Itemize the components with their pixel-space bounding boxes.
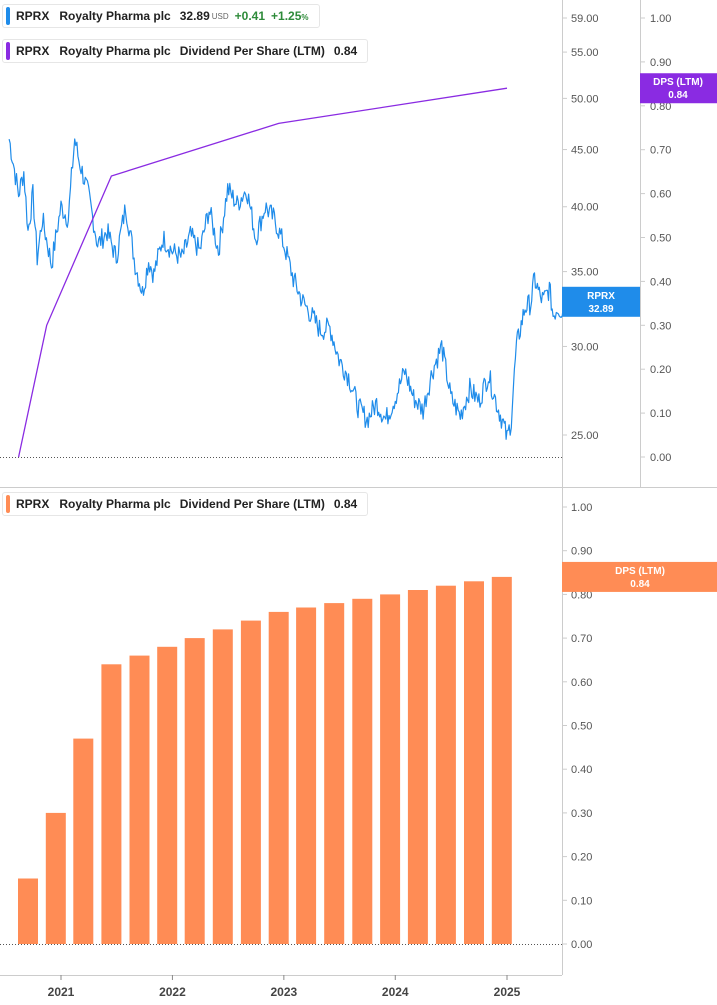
dps-bottom-badge-value: 0.84	[630, 579, 650, 590]
dps-legend-top-value: 0.84	[333, 44, 358, 58]
dps-bar	[380, 594, 401, 944]
bottom-tick-label: 0.30	[571, 808, 592, 820]
price-tick-label: 45.00	[571, 145, 599, 157]
bottom-tick-label: 0.40	[571, 764, 592, 776]
dps-top-tick-label: 0.30	[650, 320, 671, 332]
x-tick-label: 2023	[270, 985, 297, 999]
dps-top-axis-ticks: 0.00 0.10 0.20 0.30 0.40 0.50 0.60 0.70 0.80 0.90…	[640, 13, 671, 464]
price-tick-label: 25.00	[571, 430, 599, 442]
bottom-tick-label: 1.00	[571, 502, 592, 514]
price-legend-change-pct: +1.25%	[271, 9, 309, 23]
dps-legend-top-ticker: RPRX	[16, 44, 50, 58]
dps-top-tick-label: 0.50	[650, 233, 671, 245]
dps-legend-bottom: RPRX Royalty Pharma plc Dividend Per Sha…	[2, 492, 369, 516]
price-legend: RPRX Royalty Pharma plc 32.89 USD +0.41 …	[2, 4, 320, 28]
price-badge-value: 32.89	[588, 304, 613, 315]
dps-line-series	[17, 87, 508, 458]
x-axis-ticks: 2021 2022 2023 2024 2025	[48, 975, 521, 999]
dps-bar	[407, 590, 428, 944]
dps-bar	[296, 607, 317, 944]
dps-top-tick-label: 1.00	[650, 13, 671, 25]
price-legend-price: 32.89	[179, 9, 210, 23]
price-axis-ticks: 25.00 30.00 35.00 40.00 45.00 50.00 55.00 59.00	[562, 13, 599, 442]
dps-bar	[73, 738, 94, 944]
dps-top-tick-label: 0.60	[650, 189, 671, 201]
dps-top-tick-label: 0.20	[650, 364, 671, 376]
dps-bar	[212, 629, 233, 944]
dps-bars	[18, 576, 512, 944]
bottom-axis-ticks: 0.00 0.10 0.20 0.30 0.40 0.50 0.60 0.70 0.80 0.90…	[562, 502, 592, 951]
dps-top-badge: DPS (LTM) 0.84	[640, 73, 717, 104]
price-tick-label: 35.00	[571, 267, 599, 279]
bottom-tick-label: 0.50	[571, 721, 592, 733]
price-legend-currency: USD	[211, 11, 229, 21]
price-badge-bg	[562, 286, 640, 317]
dps-legend-bottom-ticker: RPRX	[16, 497, 50, 511]
dps-top-tick-label: 0.00	[650, 452, 671, 464]
dps-bar	[268, 611, 289, 944]
dps-bottom-badge-label: DPS (LTM)	[615, 566, 665, 577]
price-tick-label: 30.00	[571, 341, 599, 353]
x-tick-label: 2022	[159, 985, 186, 999]
dps-top-tick-label: 0.40	[650, 276, 671, 288]
price-tick-label: 59.00	[571, 13, 599, 25]
dps-legend-bottom-name: Royalty Pharma plc	[59, 497, 171, 511]
dps-legend-bottom-value: 0.84	[333, 497, 358, 511]
bottom-tick-label: 0.10	[571, 895, 592, 907]
bottom-tick-label: 0.80	[571, 589, 592, 601]
dps-legend-bottom-swatch	[6, 495, 10, 513]
x-tick-label: 2024	[382, 985, 409, 999]
dps-legend-bottom-metric: Dividend Per Share (LTM)	[179, 497, 325, 511]
dps-bottom-badge: DPS (LTM) 0.84	[562, 561, 717, 592]
bottom-tick-label: 0.00	[571, 939, 592, 951]
dps-top-tick-label: 0.70	[650, 145, 671, 157]
dps-bar	[435, 585, 456, 944]
price-tick-label: 55.00	[571, 47, 599, 59]
price-line-series	[8, 138, 568, 440]
bottom-tick-label: 0.60	[571, 677, 592, 689]
dps-legend-top-swatch	[6, 42, 10, 60]
dps-top-tick-label: 0.90	[650, 57, 671, 69]
dps-top-badge-value: 0.84	[668, 90, 688, 101]
dps-top-badge-label: DPS (LTM)	[653, 77, 703, 88]
dps-bar	[324, 603, 345, 944]
x-tick-label: 2021	[48, 985, 75, 999]
price-legend-name: Royalty Pharma plc	[59, 9, 171, 23]
price-legend-change: +0.41	[234, 9, 266, 23]
dps-top-badge-bg	[640, 73, 717, 104]
dps-bottom-badge-bg	[562, 561, 717, 592]
dps-bar	[18, 878, 38, 944]
dps-bar	[464, 581, 484, 944]
price-legend-swatch	[6, 7, 10, 25]
dps-bar	[129, 655, 150, 944]
dps-bar	[157, 646, 178, 944]
price-badge-label: RPRX	[587, 291, 615, 302]
bottom-tick-label: 0.70	[571, 633, 592, 645]
dps-bar	[101, 664, 122, 944]
dps-legend-top-name: Royalty Pharma plc	[59, 44, 171, 58]
dps-bar	[491, 576, 512, 944]
dps-top-tick-label: 0.10	[650, 408, 671, 420]
price-legend-ticker: RPRX	[16, 9, 50, 23]
dps-bar	[184, 638, 205, 944]
price-tick-label: 50.00	[571, 93, 599, 105]
dps-bar	[240, 620, 261, 944]
dps-legend-top: RPRX Royalty Pharma plc Dividend Per Sha…	[2, 39, 369, 63]
dps-top-tick-label: 0.80	[650, 101, 671, 113]
dps-bar	[45, 812, 66, 944]
bottom-tick-label: 0.20	[571, 852, 592, 864]
dps-legend-top-metric: Dividend Per Share (LTM)	[179, 44, 325, 58]
price-badge: RPRX 32.89	[562, 286, 640, 317]
dps-bar	[352, 598, 373, 944]
price-tick-label: 40.00	[571, 202, 599, 214]
x-tick-label: 2025	[494, 985, 521, 999]
bottom-tick-label: 0.90	[571, 546, 592, 558]
